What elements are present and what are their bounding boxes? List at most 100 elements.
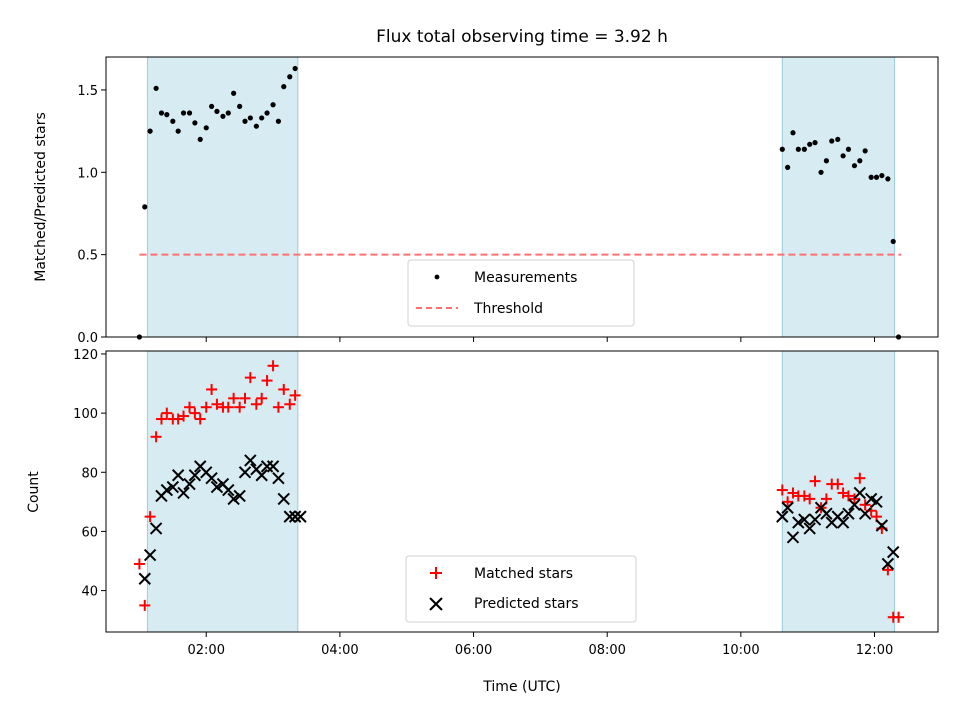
predicted-star-point [870, 495, 883, 509]
bottom-y-axis-label: Count [26, 471, 42, 513]
x-b [798, 513, 811, 526]
x-b [266, 460, 280, 473]
x-b [288, 510, 302, 523]
x-b [881, 557, 895, 571]
matched-star-point [228, 392, 240, 404]
predicted-star-point [210, 480, 224, 494]
x-tick-label: 02:00 [188, 643, 225, 658]
predicted-star-point [138, 572, 151, 585]
measurement-point [153, 85, 159, 91]
x-b [294, 510, 307, 523]
y-tick-label: 0.0 [77, 331, 98, 346]
predicted-star-point [283, 510, 296, 523]
x-b [200, 466, 213, 479]
measurement-point [170, 118, 176, 124]
x-b [781, 501, 794, 514]
measurement-point [845, 146, 852, 152]
x-b [205, 471, 218, 485]
x-tick-label: 04:00 [321, 643, 358, 658]
y-tick-label: 1.0 [77, 166, 98, 181]
measurement-point [790, 130, 796, 136]
x-b [255, 469, 268, 482]
measurement-point [287, 74, 293, 80]
x-b [283, 510, 296, 523]
measurement-point [879, 172, 885, 179]
predicted-star-point [820, 507, 833, 520]
measurement-point [840, 153, 846, 159]
measurement-point [225, 110, 231, 116]
measurement-point [801, 146, 807, 152]
predicted-star-point [808, 513, 822, 526]
top-series [136, 65, 902, 340]
matched-star-point [848, 493, 860, 505]
predicted-star-point [294, 510, 307, 523]
top-legend: Measurements Threshold [407, 259, 635, 327]
matched-star-point [189, 407, 201, 419]
predicted-star-point [786, 531, 800, 544]
x-tick-label: 06:00 [455, 643, 492, 658]
measurement-point [180, 110, 187, 116]
predicted-star-point [792, 516, 805, 529]
y-tick-label: 40 [81, 585, 98, 600]
measurement-point [795, 146, 801, 152]
matched-star-point [289, 389, 301, 401]
predicted-star-point [227, 492, 240, 506]
measurement-point [247, 115, 253, 121]
matched-star-point [194, 413, 206, 425]
y-tick-label: 60 [81, 525, 98, 540]
x-b [210, 480, 224, 494]
measurement-point [208, 103, 215, 110]
predicted-star-point [887, 545, 900, 559]
predicted-star-point [149, 522, 163, 535]
predicted-star-point [188, 469, 202, 482]
y-tick-label: 100 [73, 407, 98, 422]
x-b [786, 531, 800, 544]
x-b [188, 469, 202, 482]
predicted-star-point [205, 471, 218, 485]
measurement-point [147, 128, 153, 134]
matched-star-point [893, 611, 905, 623]
x-b [233, 489, 246, 503]
x-b [244, 454, 257, 467]
measurement-point [237, 103, 243, 110]
measurement-point [220, 113, 226, 119]
matched-star-point [882, 564, 894, 576]
matched-star-point [178, 410, 190, 422]
matched-star-point [284, 398, 296, 410]
top-y-axis-label: Matched/Predicted stars [33, 112, 49, 282]
x-b [870, 495, 883, 509]
x-b [166, 480, 180, 494]
matched-star-point [278, 383, 290, 395]
matched-star-point [859, 499, 871, 511]
predicted-star-point [781, 501, 794, 514]
matched-star-point [272, 401, 284, 413]
x-b [836, 516, 850, 529]
measurement-point [253, 123, 259, 129]
measurement-point [835, 136, 841, 142]
measurement-point [142, 204, 148, 210]
legend-matched-marker [430, 567, 442, 579]
measurement-point [890, 238, 896, 245]
x-b [138, 572, 151, 585]
bottom-axes-frame [105, 350, 939, 633]
matched-star-point [809, 475, 821, 487]
x-b [160, 483, 174, 497]
matched-star-point [776, 484, 788, 496]
legend-matched-label: Matched stars [474, 566, 573, 582]
predicted-star-point [776, 510, 789, 523]
bottom-legend-box [405, 555, 637, 623]
predicted-star-point [842, 507, 855, 520]
x-b [853, 486, 867, 500]
measurement-point [203, 125, 209, 131]
predicted-star-point [233, 489, 246, 503]
predicted-star-point [836, 516, 850, 529]
bottom-x-ticks: 02:00 04:00 06:00 08:00 10:00 12:00 [188, 632, 893, 658]
bottom-series [133, 360, 905, 623]
x-b [792, 516, 805, 529]
measurement-point [231, 90, 237, 96]
predicted-star-point [803, 522, 816, 535]
measurement-point [785, 164, 791, 170]
matched-star-point [842, 490, 854, 502]
predicted-star-point [143, 548, 157, 562]
x-b [272, 471, 285, 485]
